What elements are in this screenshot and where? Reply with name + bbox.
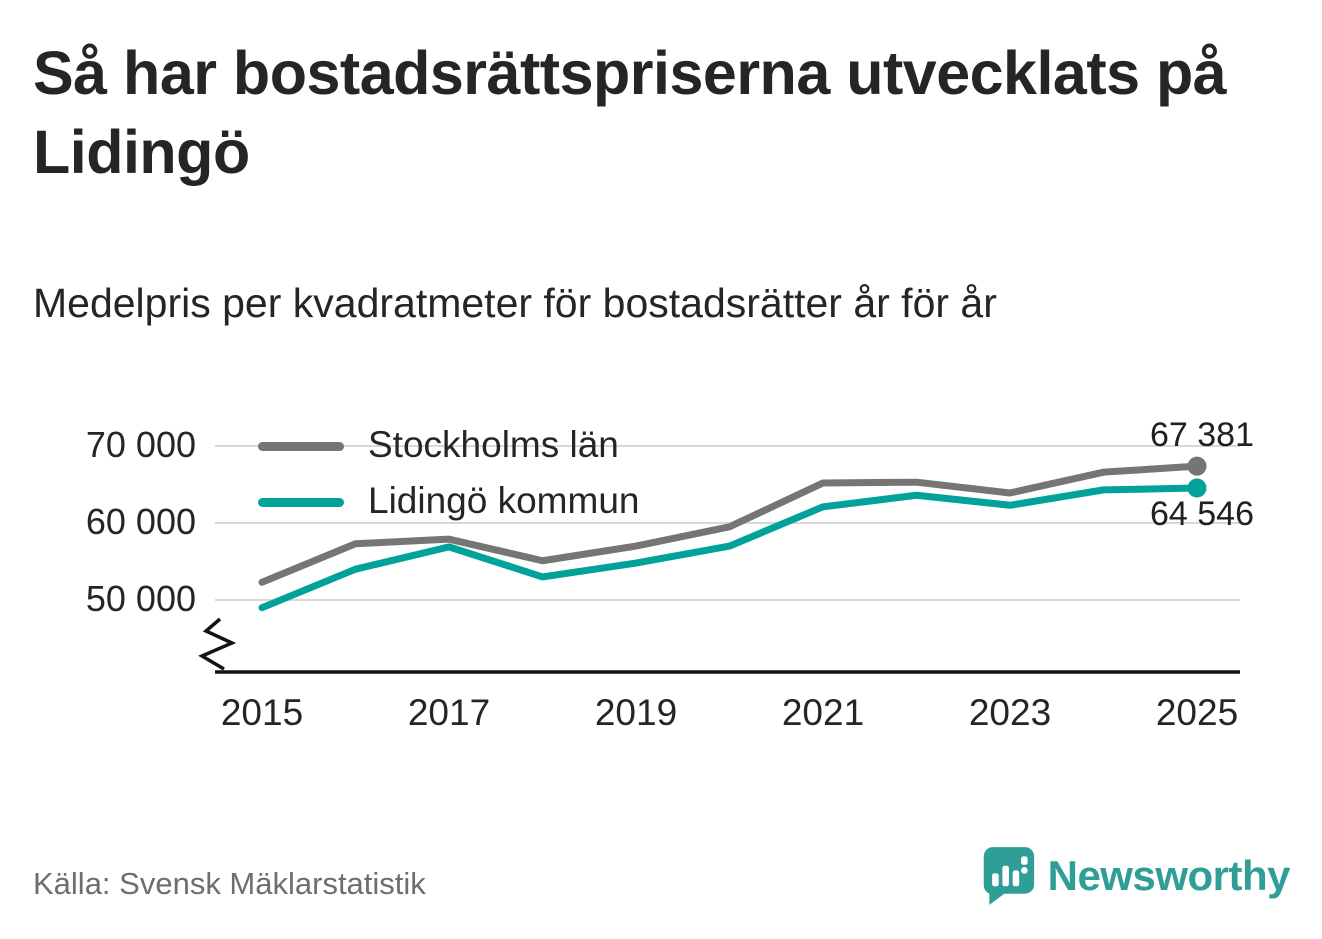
y-tick-label: 60 000 xyxy=(85,501,196,542)
x-tick-label: 2015 xyxy=(220,692,304,733)
x-tick-label: 2021 xyxy=(781,692,865,733)
x-tick-label: 2023 xyxy=(968,692,1052,733)
newsworthy-logo: Newsworthy xyxy=(980,845,1291,907)
legend-swatch-stockholm xyxy=(258,442,344,451)
end-value-stockholm: 67 381 xyxy=(1150,416,1254,454)
legend-label-stockholm: Stockholms län xyxy=(368,424,619,465)
newsworthy-wordmark: Newsworthy xyxy=(1047,852,1291,899)
x-tick-label: 2017 xyxy=(407,692,491,733)
legend-label-lidingo: Lidingö kommun xyxy=(368,480,640,521)
x-tick-label: 2019 xyxy=(594,692,678,733)
end-value-lidingo: 64 546 xyxy=(1150,495,1254,533)
page-title: Så har bostadsrättspriserna utvecklats p… xyxy=(33,39,1227,187)
page-subtitle: Medelpris per kvadratmeter för bostadsrä… xyxy=(33,280,997,326)
x-tick-label: 2025 xyxy=(1155,692,1239,733)
y-tick-label: 50 000 xyxy=(85,578,196,619)
y-tick-label: 70 000 xyxy=(85,424,196,465)
source-note: Källa: Svensk Mäklarstatistik xyxy=(33,866,426,901)
legend-swatch-lidingo xyxy=(258,498,344,507)
newsworthy-bubble-icon xyxy=(983,847,1034,905)
